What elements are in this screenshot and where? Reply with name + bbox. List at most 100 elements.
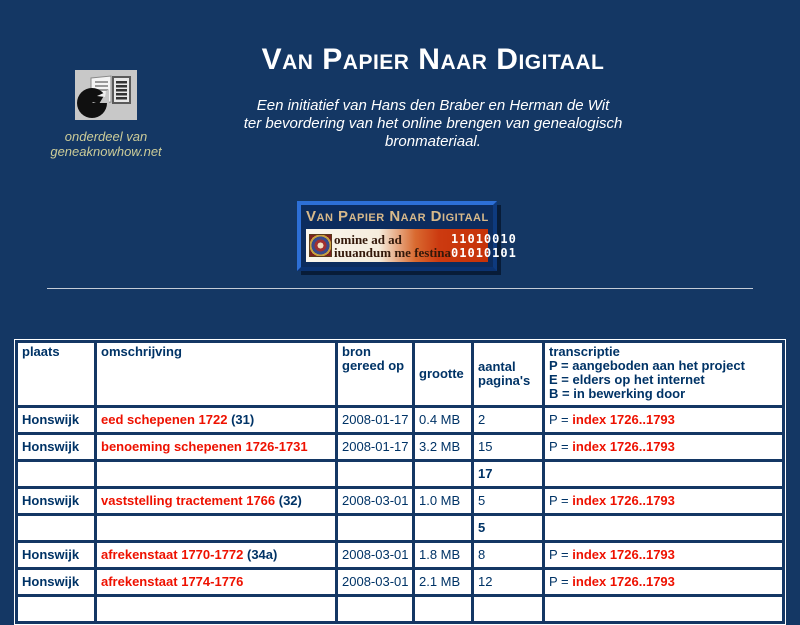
geneaknowhow-link[interactable]: geneaknowhow.net <box>50 144 162 159</box>
cell-transcriptie <box>545 516 782 540</box>
table-row: Honswijk eed schepenen 1722 (31) 2008-01… <box>18 408 782 432</box>
cell-transcriptie: P = index 1726..1793 <box>545 489 782 513</box>
cell-aantal-paginas: 5 <box>474 516 542 540</box>
cell-plaats: Honswijk <box>18 408 94 432</box>
header-grootte: grootte <box>415 343 471 405</box>
cell-omschrijving: afrekenstaat 1774-1776 <box>97 570 335 594</box>
cell-plaats <box>18 462 94 486</box>
omschrijving-link[interactable]: afrekenstaat 1770-1772 <box>101 547 244 562</box>
table-row <box>18 597 782 621</box>
transcriptie-link[interactable]: index 1726..1793 <box>572 412 675 427</box>
cell-plaats: Honswijk <box>18 489 94 513</box>
cell-grootte: 0.4 MB <box>415 408 471 432</box>
omschrijving-suffix: (34a) <box>243 547 278 562</box>
cell-aantal-paginas: 15 <box>474 435 542 459</box>
omschrijving-suffix: (32) <box>275 493 302 508</box>
cell-aantal-paginas: 8 <box>474 543 542 567</box>
manuscript-line2: iuuandum me festina <box>334 244 452 260</box>
geneaknowhow-logo-block: onderdeel van geneaknowhow.net <box>42 70 170 159</box>
binary-line2: 01010101 <box>451 245 517 260</box>
cell-aantal-paginas <box>474 597 542 621</box>
cell-plaats: Honswijk <box>18 435 94 459</box>
cell-plaats <box>18 516 94 540</box>
transcriptie-link[interactable]: index 1726..1793 <box>572 493 675 508</box>
cell-aantal-paginas: 17 <box>474 462 542 486</box>
logo-caption-line1: onderdeel van <box>64 129 148 144</box>
header-omschrijving: omschrijving <box>97 343 335 405</box>
table-row: Honswijk afrekenstaat 1770-1772 (34a) 20… <box>18 543 782 567</box>
transcriptie-prefix: P = <box>549 493 573 508</box>
page-subtitle: Een initiatief van Hans den Braber en He… <box>66 97 800 151</box>
transcriptie-prefix: P = <box>549 439 573 454</box>
cell-aantal-paginas: 5 <box>474 489 542 513</box>
header-bron-gereed-op: bron gereed op <box>338 343 412 405</box>
cell-plaats: Honswijk <box>18 570 94 594</box>
cell-transcriptie: P = index 1726..1793 <box>545 408 782 432</box>
header-plaats: plaats <box>18 343 94 405</box>
table-header-row: plaats omschrijving bron gereed op groot… <box>18 343 782 405</box>
omschrijving-link[interactable]: afrekenstaat 1774-1776 <box>101 574 244 589</box>
geneaknowhow-logo-icon[interactable] <box>75 70 137 120</box>
subtitle-line3: bronmateriaal. <box>385 133 481 150</box>
cell-omschrijving <box>97 516 335 540</box>
cell-transcriptie <box>545 462 782 486</box>
cell-bron-gereed-op <box>338 597 412 621</box>
illuminated-initial-icon <box>309 234 332 257</box>
binary-text: 11010010 01010101 <box>451 232 517 260</box>
table-row: Honswijk afrekenstaat 1774-1776 2008-03-… <box>18 570 782 594</box>
transcriptie-prefix: P = <box>549 574 573 589</box>
cell-grootte <box>415 462 471 486</box>
manuscript-text: omine ad ad iuuandum me festina <box>334 233 451 259</box>
transcriptie-prefix: P = <box>549 412 573 427</box>
cell-transcriptie: P = index 1726..1793 <box>545 435 782 459</box>
cell-aantal-paginas: 2 <box>474 408 542 432</box>
cell-bron-gereed-op: 2008-03-01 <box>338 570 412 594</box>
table-row: Honswijk vaststelling tractement 1766 (3… <box>18 489 782 513</box>
cell-bron-gereed-op <box>338 516 412 540</box>
cell-omschrijving <box>97 462 335 486</box>
header-transcriptie: transcriptie P = aangeboden aan het proj… <box>545 343 782 405</box>
page-header: onderdeel van geneaknowhow.net Van Papie… <box>0 0 800 160</box>
cell-bron-gereed-op: 2008-01-17 <box>338 435 412 459</box>
cell-omschrijving: eed schepenen 1722 (31) <box>97 408 335 432</box>
manuscript-line1: omine ad ad <box>334 231 402 247</box>
cell-transcriptie <box>545 597 782 621</box>
cell-grootte: 1.8 MB <box>415 543 471 567</box>
cell-bron-gereed-op: 2008-03-01 <box>338 489 412 513</box>
cell-aantal-paginas: 12 <box>474 570 542 594</box>
cell-grootte: 3.2 MB <box>415 435 471 459</box>
header-text: Van Papier Naar Digitaal Een initiatief … <box>66 0 800 151</box>
binary-line1: 11010010 <box>451 231 517 246</box>
cell-bron-gereed-op: 2008-01-17 <box>338 408 412 432</box>
cell-transcriptie: P = index 1726..1793 <box>545 570 782 594</box>
project-banner: Van Papier Naar Digitaal omine ad ad iuu… <box>297 201 516 271</box>
cell-omschrijving <box>97 597 335 621</box>
omschrijving-link[interactable]: eed schepenen 1722 <box>101 412 228 427</box>
cell-bron-gereed-op <box>338 462 412 486</box>
cell-omschrijving: vaststelling tractement 1766 (32) <box>97 489 335 513</box>
table-row: Honswijk benoeming schepenen 1726-1731 2… <box>18 435 782 459</box>
transcriptie-link[interactable]: index 1726..1793 <box>572 439 675 454</box>
banner-title: Van Papier Naar Digitaal <box>306 208 489 225</box>
cell-grootte <box>415 597 471 621</box>
transcriptie-link[interactable]: index 1726..1793 <box>572 574 675 589</box>
table-body: Honswijk eed schepenen 1722 (31) 2008-01… <box>18 408 782 621</box>
transcriptie-link[interactable]: index 1726..1793 <box>572 547 675 562</box>
table-row: 17 <box>18 462 782 486</box>
cell-plaats: Honswijk <box>18 543 94 567</box>
omschrijving-link[interactable]: vaststelling tractement 1766 <box>101 493 276 508</box>
subtitle-line1: Een initiatief van Hans den Braber en He… <box>256 97 610 114</box>
subtitle-line2: ter bevordering van het online brengen v… <box>243 115 623 132</box>
cell-transcriptie: P = index 1726..1793 <box>545 543 782 567</box>
cell-grootte: 1.0 MB <box>415 489 471 513</box>
cell-plaats <box>18 597 94 621</box>
header-aantal-paginas: aantal pagina's <box>474 343 542 405</box>
table-row: 5 <box>18 516 782 540</box>
cell-omschrijving: afrekenstaat 1770-1772 (34a) <box>97 543 335 567</box>
omschrijving-link[interactable]: benoeming schepenen 1726-1731 <box>101 439 308 454</box>
cell-bron-gereed-op: 2008-03-01 <box>338 543 412 567</box>
cell-omschrijving: benoeming schepenen 1726-1731 <box>97 435 335 459</box>
cell-grootte <box>415 516 471 540</box>
divider <box>47 288 753 289</box>
transcriptions-table: plaats omschrijving bron gereed op groot… <box>14 339 786 625</box>
